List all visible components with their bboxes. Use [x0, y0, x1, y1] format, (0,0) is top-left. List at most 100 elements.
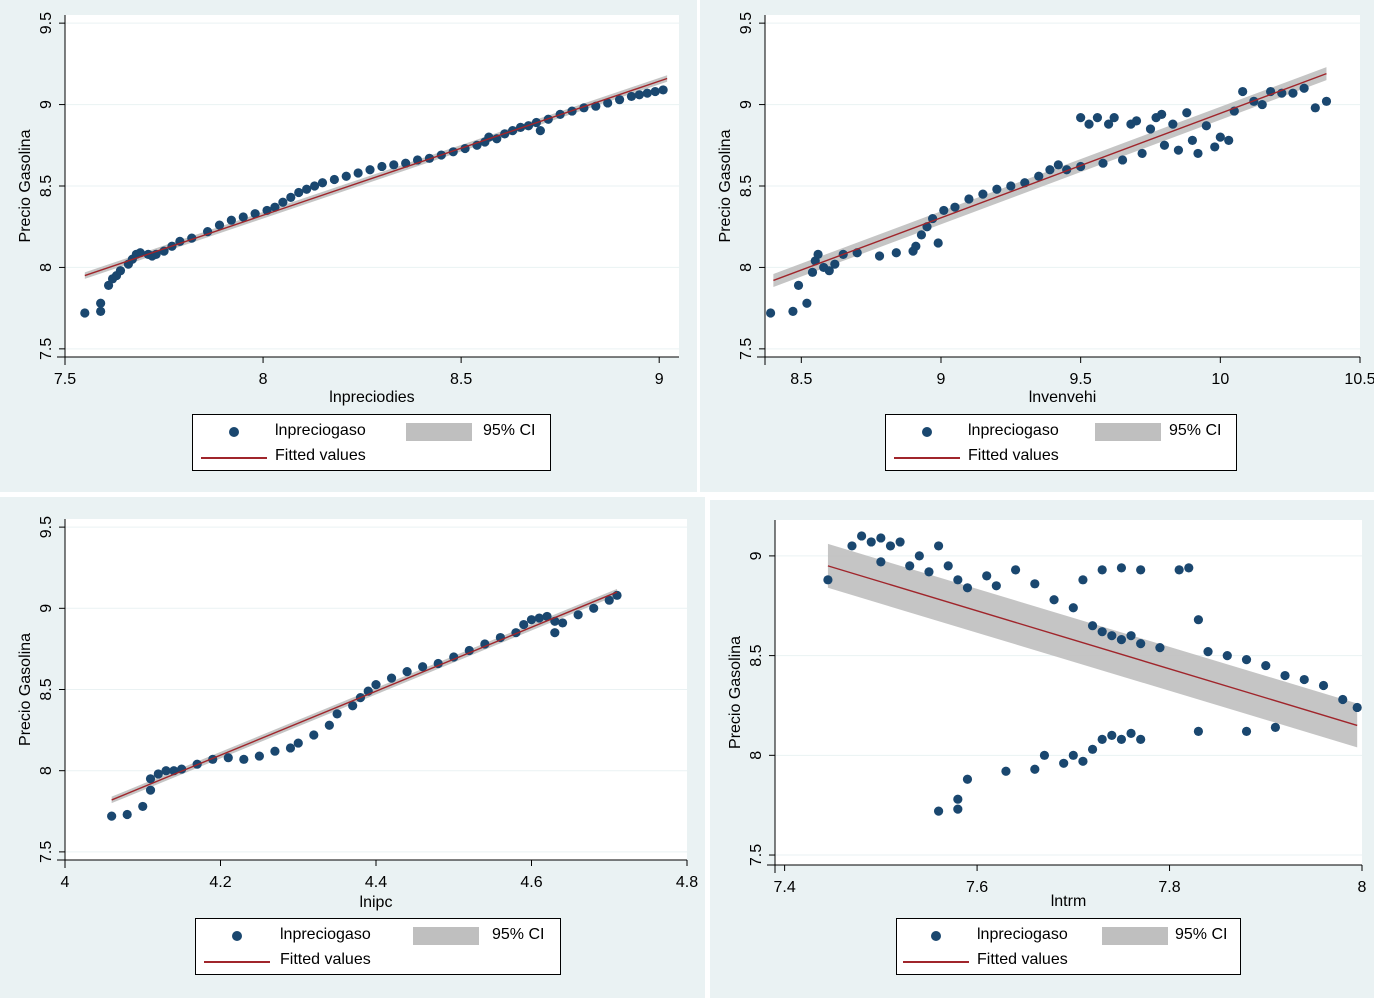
data-point: [1136, 565, 1146, 575]
data-point: [1087, 621, 1098, 631]
data-point: [526, 615, 537, 625]
data-point: [377, 161, 387, 172]
data-point: [250, 209, 260, 219]
legend-fit-label: Fitted values: [280, 951, 371, 968]
data-point: [1097, 627, 1107, 637]
data-point: [550, 628, 560, 638]
data-point: [1338, 694, 1348, 705]
data-point: [874, 251, 885, 261]
data-point: [145, 785, 156, 795]
x-tick-label: 4.4: [365, 874, 387, 891]
data-point: [1174, 565, 1184, 575]
data-point: [309, 730, 319, 740]
data-point: [1097, 565, 1107, 575]
data-point: [1030, 579, 1040, 589]
data-point: [933, 541, 944, 551]
x-tick-label: 9.5: [1070, 371, 1092, 388]
data-point: [876, 533, 886, 543]
data-point: [876, 557, 886, 567]
data-point: [933, 238, 943, 248]
data-point: [953, 804, 963, 814]
data-point: [1053, 160, 1063, 170]
data-point: [765, 308, 776, 318]
data-point: [1299, 674, 1309, 685]
data-point: [1261, 660, 1271, 671]
data-point: [1299, 83, 1309, 93]
data-point: [278, 197, 288, 207]
x-tick-label: 4.6: [520, 874, 542, 891]
data-point: [992, 184, 1002, 194]
data-point: [895, 537, 905, 547]
data-point: [332, 709, 342, 719]
data-point: [1030, 764, 1040, 774]
x-tick-label: 9: [937, 371, 946, 388]
data-point: [1010, 565, 1021, 575]
data-point: [885, 541, 896, 551]
data-point: [1045, 165, 1055, 175]
data-point: [1241, 654, 1252, 665]
data-point: [293, 738, 303, 748]
data-point: [309, 181, 320, 191]
data-point: [1097, 734, 1107, 744]
y-tick-label: 7.5: [738, 338, 755, 360]
data-point: [1109, 113, 1119, 123]
data-point: [1039, 750, 1050, 760]
data-point: [813, 249, 823, 259]
data-point: [1203, 647, 1213, 657]
data-point: [1201, 121, 1211, 131]
data-point: [1310, 103, 1320, 113]
data-point: [866, 537, 876, 547]
legend-ci-label: 95% CI: [1175, 926, 1228, 943]
legend-marker-label: lnpreciogaso: [275, 422, 366, 439]
data-point: [603, 98, 613, 108]
data-point: [1098, 158, 1108, 168]
data-point: [341, 171, 351, 181]
data-point: [1182, 108, 1192, 118]
x-axis-title: lnpreciodies: [329, 389, 414, 406]
data-point: [911, 241, 921, 251]
data-point: [1068, 750, 1078, 760]
data-point: [1103, 119, 1114, 129]
data-point: [1049, 595, 1059, 605]
legend-fit-swatch: [894, 457, 960, 459]
data-point: [793, 280, 804, 290]
data-point: [1131, 116, 1142, 126]
data-point: [573, 610, 583, 620]
data-point: [1136, 734, 1146, 744]
data-point: [324, 720, 334, 730]
data-point: [928, 213, 938, 224]
legend: lnpreciogaso 95% CI Fitted values: [192, 414, 551, 471]
legend-fit-label: Fitted values: [275, 447, 366, 464]
data-point: [402, 667, 412, 677]
data-point: [1241, 726, 1252, 736]
y-tick-label: 8: [748, 751, 765, 760]
x-tick-label: 7.4: [773, 879, 795, 896]
data-point: [238, 212, 248, 222]
legend-ci-swatch: [1095, 423, 1161, 441]
data-point: [905, 561, 915, 571]
data-point: [214, 220, 225, 230]
fitted-line: [84, 77, 668, 277]
data-point: [1187, 135, 1197, 145]
data-point: [1107, 730, 1117, 740]
fitted-line: [111, 591, 618, 801]
data-point: [1126, 728, 1136, 738]
data-point: [1078, 575, 1088, 585]
chart-panel-lnipc: 4 4.2 4.4 4.6 4.8 7.5 8 8.5 9 9.5 lnipc Precio Gaso…: [0, 497, 705, 998]
legend-fit-label: Fitted values: [968, 447, 1059, 464]
y-tick-label: 9.5: [38, 516, 55, 538]
data-point: [464, 645, 474, 656]
data-point: [223, 753, 233, 763]
x-axis-title: lntrm: [1051, 893, 1087, 910]
legend-fit-swatch: [903, 961, 969, 963]
data-point: [329, 174, 339, 185]
data-point: [634, 90, 644, 100]
data-point: [1257, 99, 1267, 110]
data-point: [1145, 124, 1156, 134]
legend-marker-icon: [931, 931, 941, 941]
data-point: [1321, 96, 1332, 106]
data-point: [788, 306, 798, 316]
data-point: [1159, 140, 1170, 150]
data-point: [353, 168, 363, 178]
data-point: [1155, 643, 1165, 653]
